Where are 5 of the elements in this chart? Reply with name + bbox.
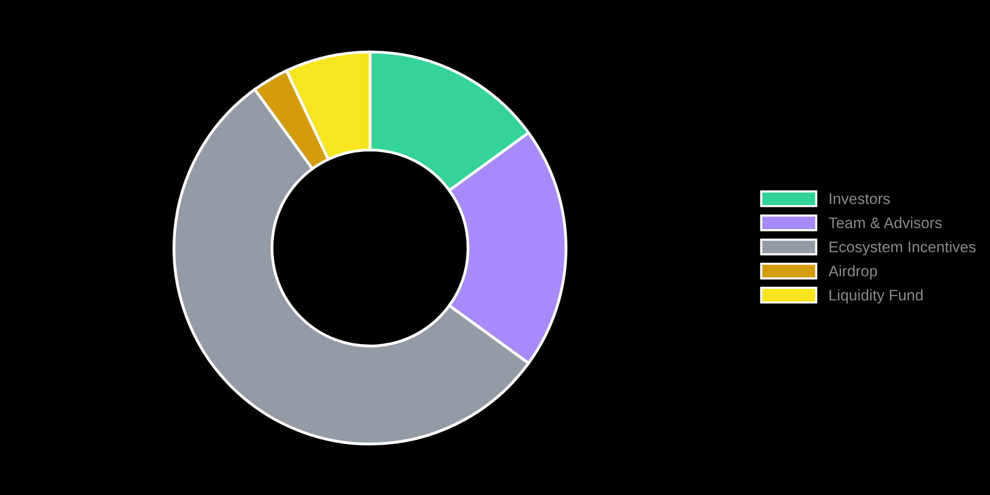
legend-label: Airdrop — [828, 265, 878, 280]
legend-label: Liquidity Fund — [830, 289, 923, 304]
legend-label: Team & Advisors — [828, 217, 942, 228]
legend-label: Ecosystem Incentives — [830, 241, 976, 256]
legend-label: Investors — [830, 193, 890, 204]
